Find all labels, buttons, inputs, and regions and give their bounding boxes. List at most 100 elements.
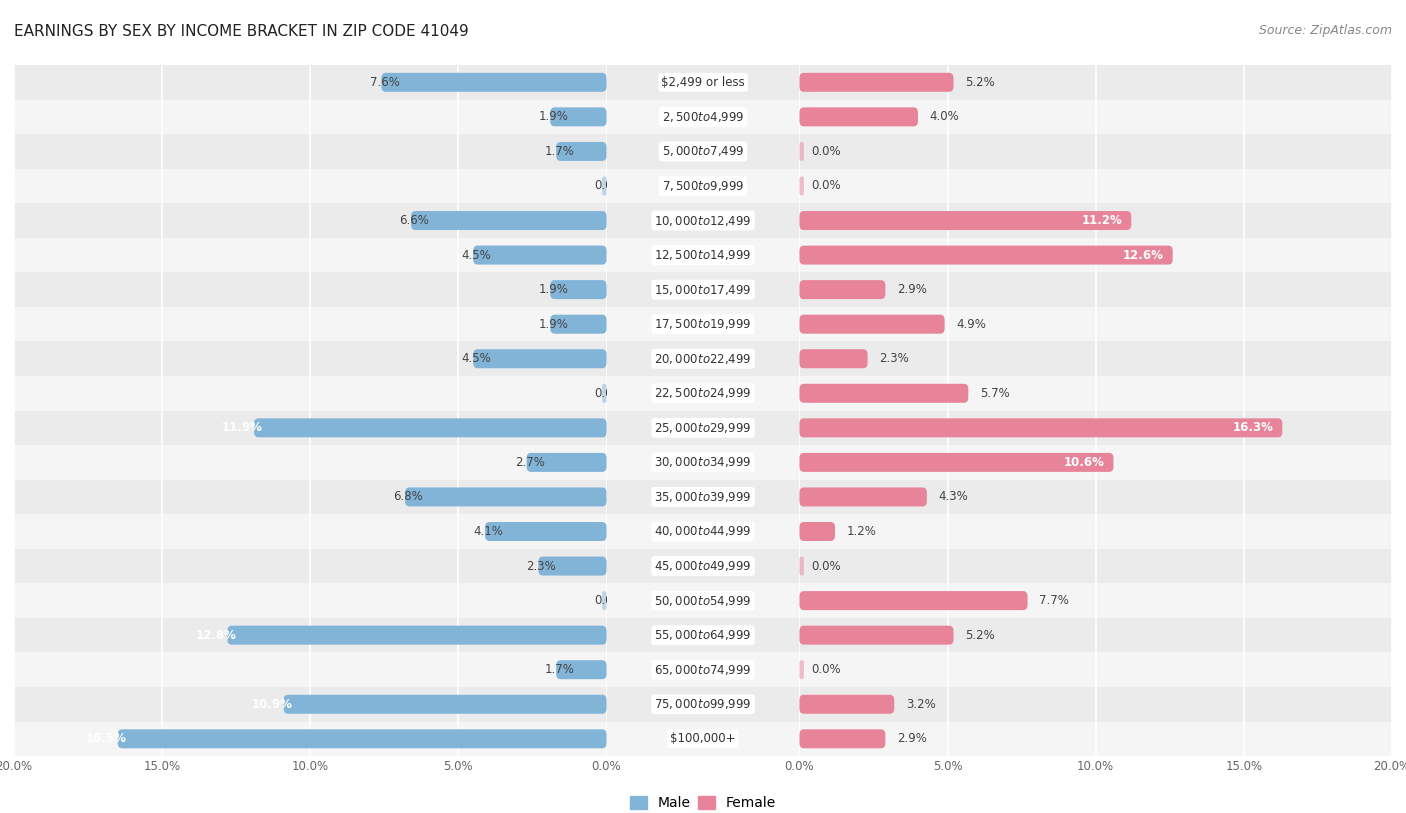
Bar bbox=[606, 203, 800, 237]
Text: 3.2%: 3.2% bbox=[905, 698, 936, 711]
Bar bbox=[606, 722, 800, 756]
FancyBboxPatch shape bbox=[800, 695, 894, 714]
Text: 5.2%: 5.2% bbox=[966, 628, 995, 641]
Text: 4.0%: 4.0% bbox=[929, 111, 959, 124]
Bar bbox=[14, 480, 606, 514]
Bar bbox=[14, 411, 606, 445]
FancyBboxPatch shape bbox=[800, 522, 835, 541]
FancyBboxPatch shape bbox=[800, 315, 945, 333]
Bar bbox=[606, 341, 800, 376]
Text: 12.6%: 12.6% bbox=[1123, 249, 1164, 262]
FancyBboxPatch shape bbox=[800, 488, 927, 506]
FancyBboxPatch shape bbox=[800, 591, 1028, 610]
FancyBboxPatch shape bbox=[550, 107, 606, 126]
FancyBboxPatch shape bbox=[538, 557, 606, 576]
Text: Source: ZipAtlas.com: Source: ZipAtlas.com bbox=[1258, 24, 1392, 37]
Text: 16.5%: 16.5% bbox=[86, 733, 127, 746]
FancyBboxPatch shape bbox=[550, 280, 606, 299]
Text: 0.0%: 0.0% bbox=[595, 594, 624, 607]
FancyBboxPatch shape bbox=[800, 176, 804, 195]
Text: 1.2%: 1.2% bbox=[846, 525, 877, 538]
Bar bbox=[606, 583, 800, 618]
Text: $55,000 to $64,999: $55,000 to $64,999 bbox=[654, 628, 752, 642]
Text: $10,000 to $12,499: $10,000 to $12,499 bbox=[654, 214, 752, 228]
Text: $20,000 to $22,499: $20,000 to $22,499 bbox=[654, 352, 752, 366]
Text: $12,500 to $14,999: $12,500 to $14,999 bbox=[654, 248, 752, 262]
FancyBboxPatch shape bbox=[800, 384, 969, 402]
Text: $35,000 to $39,999: $35,000 to $39,999 bbox=[654, 490, 752, 504]
Bar bbox=[14, 134, 606, 168]
Bar bbox=[606, 687, 800, 722]
Text: 0.0%: 0.0% bbox=[595, 180, 624, 193]
FancyBboxPatch shape bbox=[602, 384, 606, 402]
Bar bbox=[14, 652, 606, 687]
FancyBboxPatch shape bbox=[800, 660, 804, 679]
Bar bbox=[606, 307, 800, 341]
Text: 2.3%: 2.3% bbox=[879, 352, 910, 365]
Bar bbox=[606, 168, 800, 203]
Text: 2.7%: 2.7% bbox=[515, 456, 544, 469]
Bar bbox=[606, 272, 800, 307]
Text: 4.9%: 4.9% bbox=[956, 318, 987, 331]
Text: 7.6%: 7.6% bbox=[370, 76, 399, 89]
Bar bbox=[800, 99, 1392, 134]
Text: $17,500 to $19,999: $17,500 to $19,999 bbox=[654, 317, 752, 331]
Text: $5,000 to $7,499: $5,000 to $7,499 bbox=[662, 145, 744, 159]
Text: $30,000 to $34,999: $30,000 to $34,999 bbox=[654, 455, 752, 469]
Bar bbox=[14, 237, 606, 272]
Bar bbox=[800, 134, 1392, 168]
Bar bbox=[14, 341, 606, 376]
Bar bbox=[606, 549, 800, 583]
Bar bbox=[800, 168, 1392, 203]
Bar bbox=[800, 583, 1392, 618]
FancyBboxPatch shape bbox=[800, 626, 953, 645]
Text: $15,000 to $17,499: $15,000 to $17,499 bbox=[654, 283, 752, 297]
FancyBboxPatch shape bbox=[800, 350, 868, 368]
Text: $40,000 to $44,999: $40,000 to $44,999 bbox=[654, 524, 752, 538]
Text: 1.7%: 1.7% bbox=[544, 663, 574, 676]
FancyBboxPatch shape bbox=[800, 557, 804, 576]
Bar bbox=[800, 687, 1392, 722]
Bar bbox=[800, 514, 1392, 549]
Text: $65,000 to $74,999: $65,000 to $74,999 bbox=[654, 663, 752, 676]
Bar bbox=[14, 445, 606, 480]
Text: EARNINGS BY SEX BY INCOME BRACKET IN ZIP CODE 41049: EARNINGS BY SEX BY INCOME BRACKET IN ZIP… bbox=[14, 24, 468, 39]
Bar bbox=[14, 307, 606, 341]
Bar bbox=[800, 652, 1392, 687]
Bar bbox=[800, 480, 1392, 514]
Bar bbox=[606, 618, 800, 652]
Text: 0.0%: 0.0% bbox=[595, 387, 624, 400]
FancyBboxPatch shape bbox=[800, 453, 1114, 472]
Bar bbox=[14, 583, 606, 618]
Text: $50,000 to $54,999: $50,000 to $54,999 bbox=[654, 593, 752, 607]
Bar bbox=[800, 237, 1392, 272]
Text: 2.9%: 2.9% bbox=[897, 733, 927, 746]
FancyBboxPatch shape bbox=[800, 280, 886, 299]
Text: 1.7%: 1.7% bbox=[544, 145, 574, 158]
Bar bbox=[14, 549, 606, 583]
FancyBboxPatch shape bbox=[118, 729, 606, 748]
Text: 4.5%: 4.5% bbox=[461, 352, 491, 365]
Bar bbox=[606, 445, 800, 480]
FancyBboxPatch shape bbox=[550, 315, 606, 333]
Text: 2.3%: 2.3% bbox=[527, 559, 557, 572]
Text: 0.0%: 0.0% bbox=[811, 663, 841, 676]
Text: 0.0%: 0.0% bbox=[811, 145, 841, 158]
Bar bbox=[800, 272, 1392, 307]
Text: $100,000+: $100,000+ bbox=[671, 733, 735, 746]
Text: 0.0%: 0.0% bbox=[811, 180, 841, 193]
FancyBboxPatch shape bbox=[800, 142, 804, 161]
Bar bbox=[606, 514, 800, 549]
Bar bbox=[14, 99, 606, 134]
Text: 16.3%: 16.3% bbox=[1233, 421, 1274, 434]
FancyBboxPatch shape bbox=[800, 211, 1132, 230]
Text: 1.9%: 1.9% bbox=[538, 318, 568, 331]
FancyBboxPatch shape bbox=[800, 419, 1282, 437]
Bar bbox=[800, 722, 1392, 756]
FancyBboxPatch shape bbox=[474, 350, 606, 368]
FancyBboxPatch shape bbox=[485, 522, 606, 541]
Text: $7,500 to $9,999: $7,500 to $9,999 bbox=[662, 179, 744, 193]
Bar bbox=[606, 652, 800, 687]
FancyBboxPatch shape bbox=[228, 626, 606, 645]
FancyBboxPatch shape bbox=[800, 73, 953, 92]
